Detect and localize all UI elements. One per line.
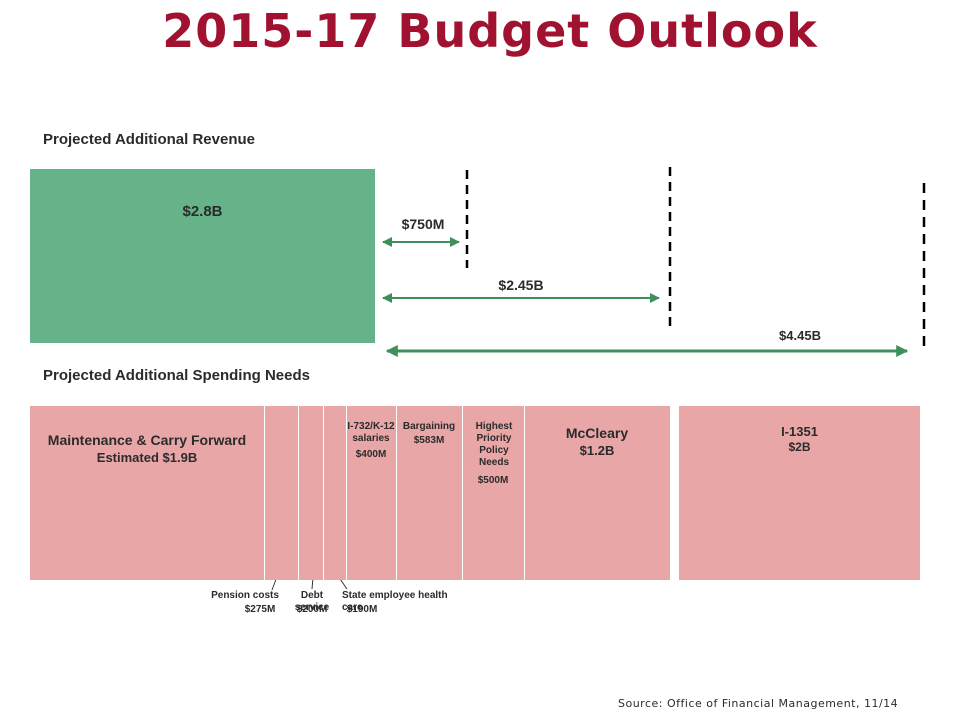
gap-label-750m: $750M — [401, 216, 445, 232]
segment-priority-name: Highest Priority Policy Needs — [475, 421, 513, 468]
segment-debt-value: $200M — [296, 604, 328, 615]
segment-health-value: $190M — [346, 604, 378, 615]
segment-maintenance-name: Maintenance & Carry Forward — [47, 432, 247, 448]
segment-mccleary-name: McCleary — [565, 425, 629, 441]
segment-bargaining-value: $583M — [413, 435, 445, 446]
spending-bar-main — [30, 406, 670, 580]
segment-pension-name: Pension costs — [211, 590, 279, 601]
page-title: 2015-17 Budget Outlook — [162, 4, 818, 58]
segment-divider — [462, 406, 463, 580]
source-note: Source: Office of Financial Management, … — [618, 697, 899, 710]
segment-health-name: State employee health care — [342, 590, 448, 613]
segment-i732-name: I-732/K-12 salaries — [347, 421, 395, 444]
segment-divider — [298, 406, 299, 580]
gap-label-2-45b: $2.45B — [498, 277, 544, 293]
segment-bargaining-name: Bargaining — [402, 421, 456, 432]
revenue-bar-label: $2.8B — [182, 203, 223, 220]
gap-label-4-45b: $4.45B — [779, 328, 821, 343]
segment-i1351-value: $2B — [788, 440, 811, 454]
segment-maintenance-value: Estimated $1.9B — [96, 450, 198, 465]
segment-divider — [396, 406, 397, 580]
segment-pension-value: $275M — [244, 604, 276, 615]
segment-mccleary-value: $1.2B — [579, 443, 615, 458]
revenue-bar: $2.8B — [30, 169, 375, 343]
revenue-section-label: Projected Additional Revenue — [43, 131, 255, 148]
segment-divider — [323, 406, 324, 580]
segment-i732-value: $400M — [355, 449, 387, 460]
segment-divider — [264, 406, 265, 580]
segment-divider — [524, 406, 525, 580]
spending-bar-i1351 — [679, 406, 920, 580]
segment-debt-name: Debt service — [294, 590, 330, 613]
segment-i1351-name: I-1351 — [781, 424, 818, 439]
segment-divider — [346, 406, 347, 580]
spending-section-label: Projected Additional Spending Needs — [43, 367, 310, 384]
segment-priority-value: $500M — [477, 475, 509, 486]
